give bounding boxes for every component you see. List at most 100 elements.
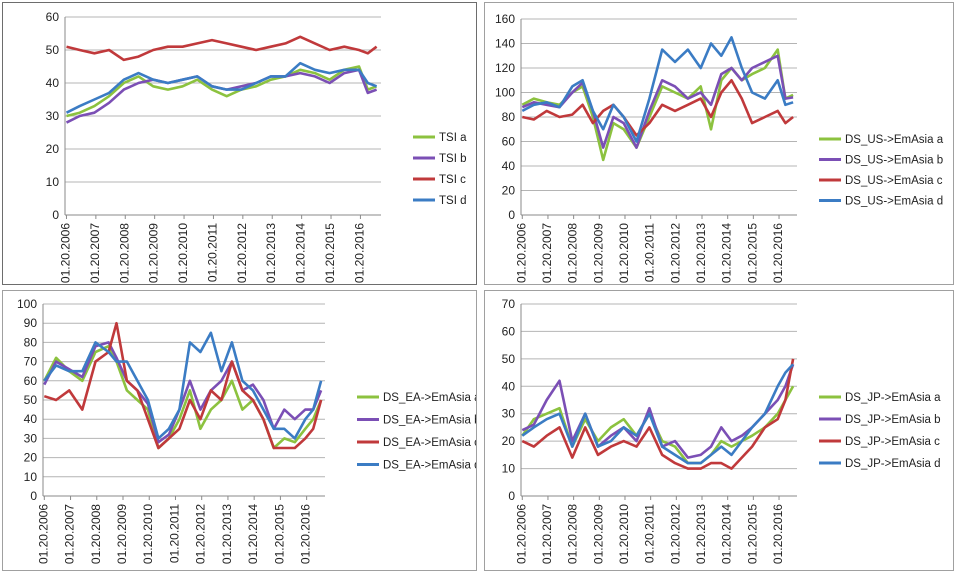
legend-label-c: DS_EA->EmAsia c	[383, 437, 476, 449]
y-tick-label: 80	[502, 110, 516, 124]
y-tick-label: 70	[502, 297, 516, 311]
chart-ds-jp-emasia: 0 10 20 30 40 50 60 70 01.20.2006 01.20.2007 01.20…	[502, 297, 942, 564]
x-tick-label: 01.20.2006	[514, 504, 528, 564]
x-tick-label: 01.20.2008	[117, 223, 131, 283]
y-tick-label: 0	[508, 489, 515, 503]
x-tick-label: 01.20.2007	[63, 504, 77, 564]
y-tick-label: 40	[46, 76, 60, 90]
x-tick-label: 01.20.2009	[591, 223, 605, 283]
x-tick-label: 01.20.2015	[272, 504, 286, 564]
legend-label-b: TSI b	[439, 153, 466, 165]
legend-label-c: DS_US->EmAsia c	[845, 175, 943, 187]
y-tick-label: 20	[46, 142, 60, 156]
series-line-a	[43, 344, 323, 450]
series-line-d	[65, 61, 378, 114]
series-line-b	[521, 54, 794, 149]
y-tick-label: 50	[46, 43, 60, 57]
y-tick-label: 40	[502, 379, 516, 393]
x-tick-label: 01.20.2008	[89, 504, 103, 564]
series-line-b	[65, 68, 378, 124]
x-tick-label: 01.20.2009	[147, 223, 161, 283]
series-line-c	[521, 358, 795, 470]
y-tick-label: 20	[24, 451, 38, 465]
x-tick-label: 01.20.2016	[299, 504, 313, 564]
chart-tsi: 0 10 20 30 40 50 60 01.20.2006 01.20.2007 01.20.2…	[46, 10, 467, 283]
x-tick-label: 01.20.2015	[745, 504, 759, 564]
y-tick-label: 120	[495, 61, 515, 75]
y-tick-label: 70	[24, 355, 38, 369]
x-tick-label: 01.20.2009	[115, 504, 129, 564]
series-line-d	[43, 331, 323, 440]
x-tick-label: 01.20.2011	[643, 504, 657, 563]
legend-label-d: DS_JP->EmAsia d	[845, 458, 941, 470]
x-tick-label: 01.20.2006	[36, 504, 50, 564]
x-tick-label: 01.20.2007	[540, 223, 554, 283]
x-tick-label: 01.20.2008	[566, 223, 580, 283]
x-tick-label: 01.20.2008	[566, 504, 580, 564]
y-tick-label: 50	[502, 352, 516, 366]
chart-ds-ea-emasia: 0 10 20 30 40 50 60 70 80 90 100 01.20.2006 01.20.20…	[17, 297, 476, 564]
y-tick-label: 90	[24, 316, 38, 330]
y-tick-label: 0	[508, 208, 515, 222]
x-tick-label: 01.20.2011	[205, 223, 219, 282]
y-tick-label: 60	[502, 135, 516, 149]
chart-panel-ds-jp: 0 10 20 30 40 50 60 70 01.20.2006 01.20.2007 01.20…	[484, 290, 954, 571]
x-tick-label: 01.20.2010	[176, 223, 190, 283]
x-tick-label: 01.20.2010	[141, 504, 155, 564]
legend-label-a: DS_EA->EmAsia a	[383, 392, 476, 404]
x-tick-label: 01.20.2012	[235, 223, 249, 283]
legend-label-a: DS_US->EmAsia a	[845, 134, 944, 146]
y-tick-label: 10	[502, 462, 516, 476]
series-line-c	[66, 35, 378, 62]
legend-label-d: DS_US->EmAsia d	[845, 196, 943, 208]
y-tick-label: 160	[495, 12, 515, 26]
y-tick-label: 10	[46, 175, 60, 189]
y-tick-label: 10	[24, 470, 38, 484]
x-tick-label: 01.20.2012	[668, 223, 682, 283]
x-tick-label: 01.20.2014	[294, 223, 308, 283]
x-tick-label: 01.20.2013	[694, 504, 708, 564]
chart-panel-tsi: 0 10 20 30 40 50 60 01.20.2006 01.20.2007 01.20.2…	[2, 2, 477, 285]
series-line-d	[521, 36, 794, 143]
legend-label-b: DS_JP->EmAsia b	[845, 414, 941, 426]
legend-label-b: DS_US->EmAsia b	[845, 155, 943, 167]
x-tick-label: 01.20.2012	[668, 504, 682, 564]
chart-ds-us-emasia: 0 20 40 60 80 100 120 140 160 01.20.2006 01.20.200…	[495, 12, 944, 283]
y-tick-label: 20	[502, 434, 516, 448]
x-tick-label: 01.20.2015	[323, 223, 337, 283]
legend-label-d: DS_EA->EmAsia d	[383, 460, 476, 472]
x-tick-label: 01.20.2011	[167, 504, 181, 563]
x-tick-label: 01.20.2015	[745, 223, 759, 283]
chart-panel-ds-us: 0 20 40 60 80 100 120 140 160 01.20.2006 01.20.200…	[484, 2, 954, 285]
x-tick-label: 01.20.2006	[58, 223, 72, 283]
legend-label-d: TSI d	[439, 195, 466, 207]
y-tick-label: 50	[24, 393, 38, 407]
chart-panel-ds-ea: 0 10 20 30 40 50 60 70 80 90 100 01.20.2006 01.20.20…	[2, 290, 477, 571]
series-line-c	[522, 79, 794, 137]
series-line-a	[66, 65, 378, 118]
x-tick-label: 01.20.2007	[88, 223, 102, 283]
y-tick-label: 0	[30, 489, 37, 503]
y-tick-label: 30	[46, 109, 60, 123]
x-tick-label: 01.20.2013	[694, 223, 708, 283]
y-tick-label: 0	[52, 208, 59, 222]
x-tick-label: 01.20.2016	[771, 223, 785, 283]
x-tick-label: 01.20.2009	[591, 504, 605, 564]
y-tick-label: 30	[24, 431, 38, 445]
y-tick-label: 140	[495, 37, 515, 51]
y-tick-label: 30	[502, 407, 516, 421]
y-tick-label: 60	[24, 374, 38, 388]
y-tick-label: 100	[495, 86, 515, 100]
y-tick-label: 20	[502, 184, 516, 198]
x-tick-label: 01.20.2012	[194, 504, 208, 564]
x-tick-label: 01.20.2014	[246, 504, 260, 564]
legend-label-a: DS_JP->EmAsia a	[845, 392, 941, 404]
y-tick-label: 40	[502, 159, 516, 173]
legend-label-a: TSI a	[439, 132, 467, 144]
series-line-d	[521, 363, 795, 465]
y-tick-label: 60	[502, 324, 516, 338]
legend-label-c: DS_JP->EmAsia c	[845, 436, 940, 448]
legend-label-c: TSI c	[439, 174, 466, 186]
y-tick-label: 60	[46, 10, 60, 24]
x-tick-label: 01.20.2014	[720, 504, 734, 564]
